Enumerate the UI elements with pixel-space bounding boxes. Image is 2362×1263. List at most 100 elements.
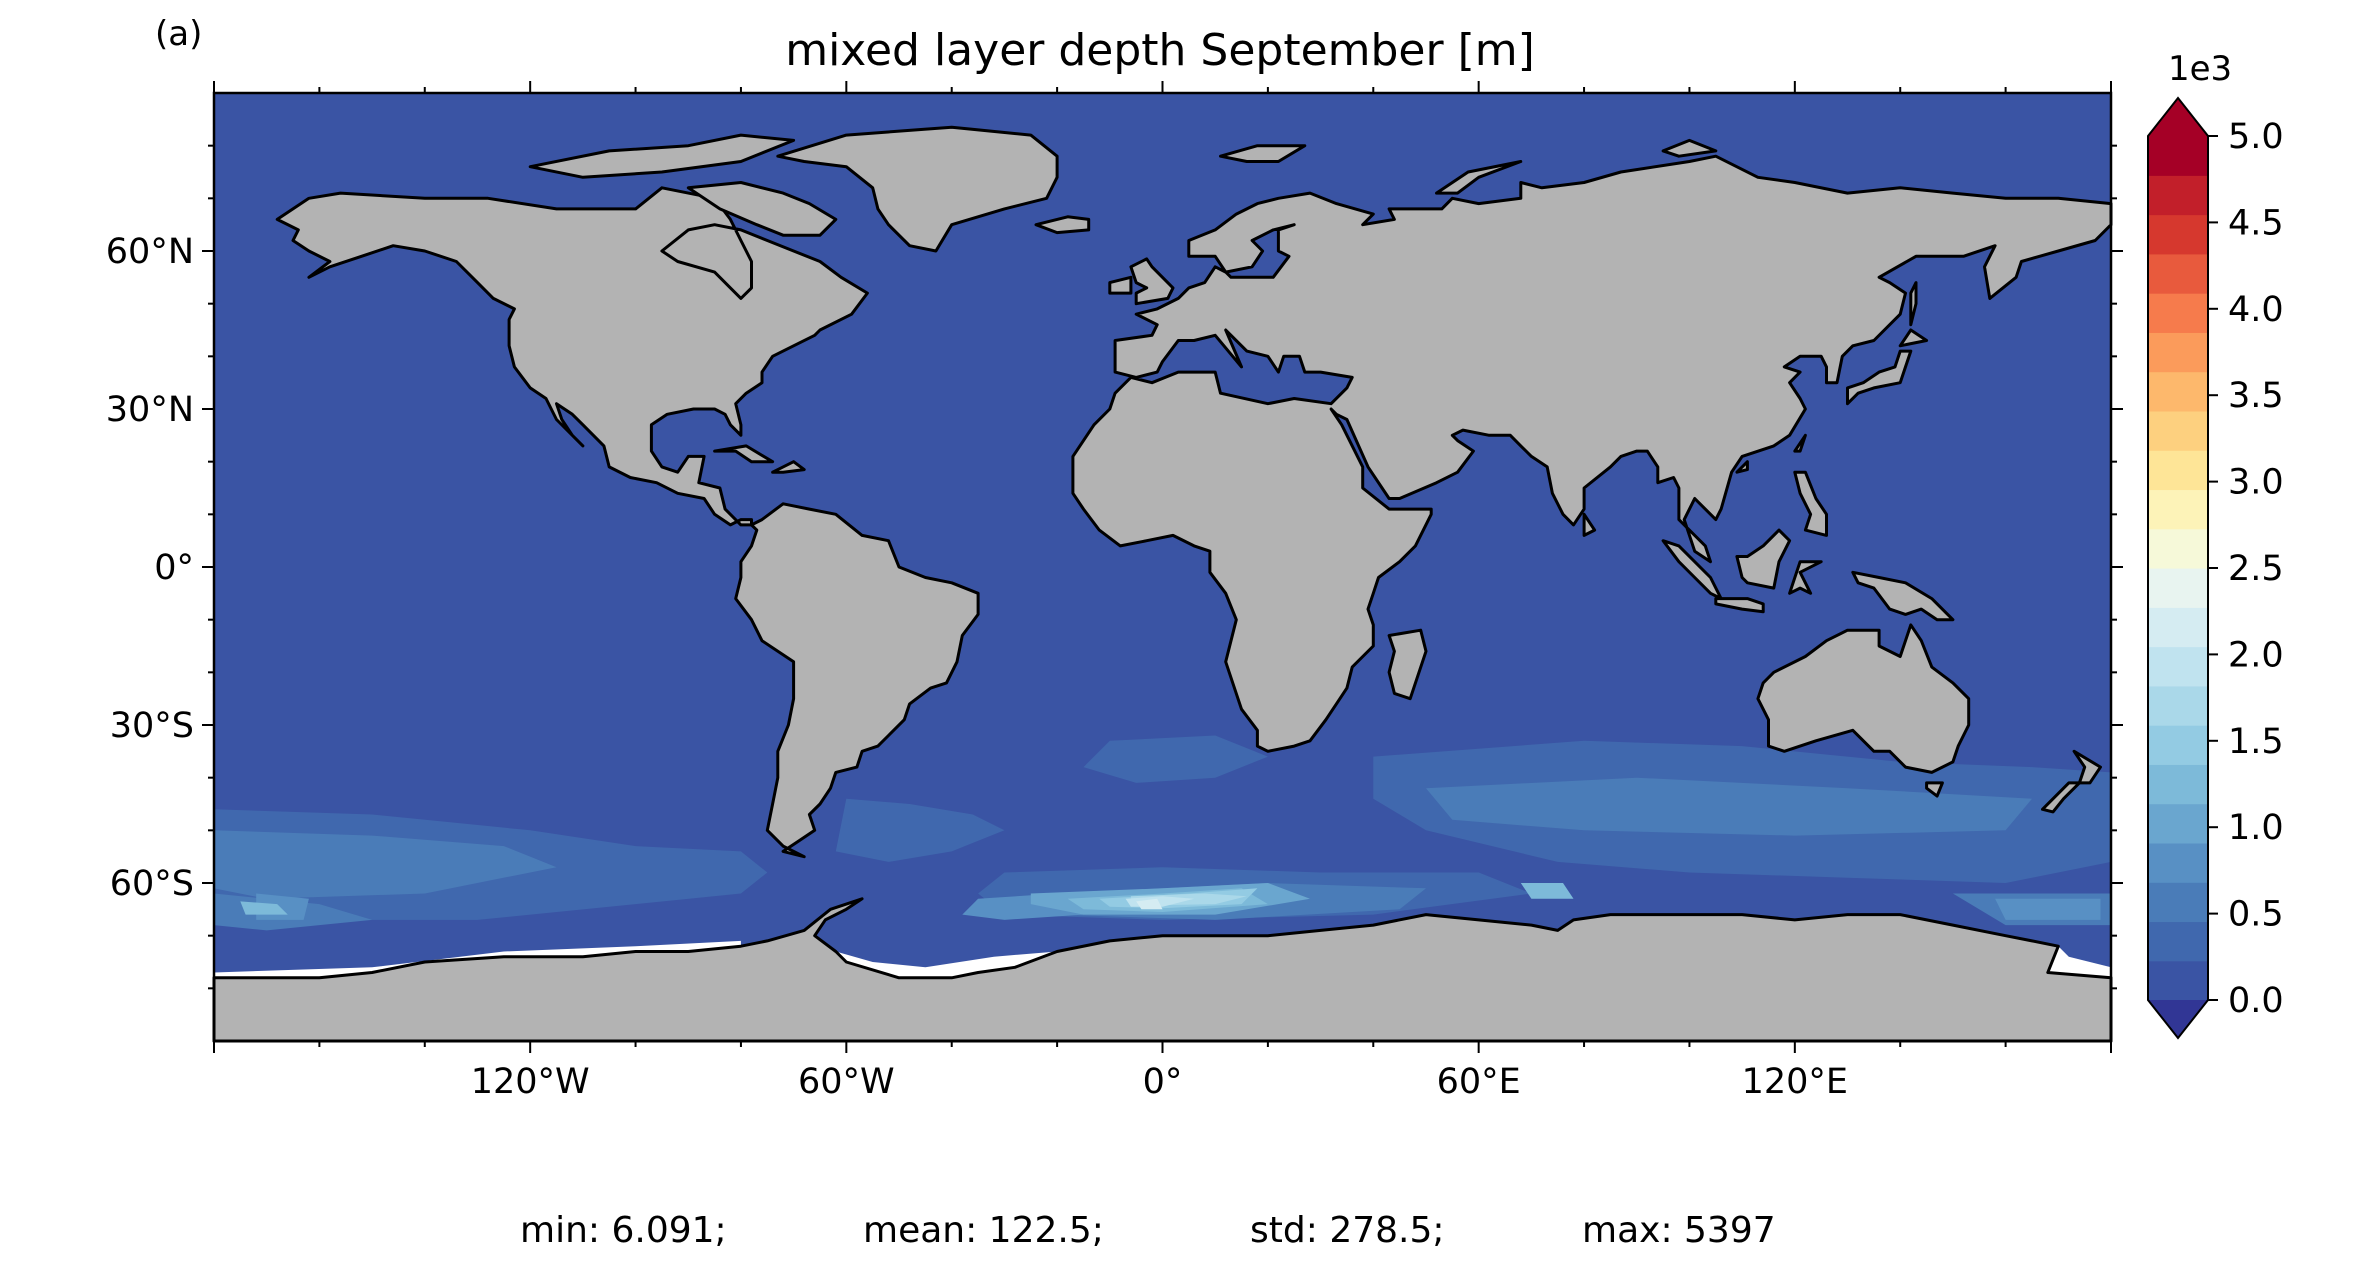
colorbar-swatch: [2148, 371, 2208, 412]
mld-contour-level-3: [1995, 898, 2101, 920]
landmass-ireland: [1108, 275, 1133, 295]
landmass-afro-eurasia: [1071, 154, 2113, 753]
colorbar-swatch: [2148, 803, 2208, 844]
longitude-axis: 120°W 60°W 0° 60°E 120°E: [213, 81, 2112, 1102]
landmass-sumatra: [1661, 539, 1723, 601]
statistics-line: min: 6.091; mean: 122.5; std: 278.5; max…: [520, 1210, 1776, 1251]
colorbar-tick-label: 3.0: [2228, 463, 2284, 503]
colorbar-tick-label: 0.5: [2228, 895, 2284, 935]
lat-tick-label: 30°N: [106, 390, 194, 430]
landmass-cuba: [713, 444, 775, 464]
landmass-japan: [1846, 349, 1913, 406]
lat-tick-label: 60°N: [106, 232, 194, 272]
landmass-australia: [1756, 623, 1971, 774]
landmass-arctic-islands: [528, 133, 796, 179]
landmass-new-zealand-n: [2072, 749, 2102, 785]
landmass-britain: [1129, 257, 1175, 306]
landmass-philippines: [1793, 470, 1828, 537]
landmass-novaya-zemlya: [1435, 160, 1523, 195]
landmass-borneo: [1735, 528, 1792, 590]
mld-contour-level-2: [214, 830, 557, 899]
mixed-layer-depth-field: [214, 735, 2111, 931]
mld-contour-level-2: [1426, 777, 2032, 836]
landmass-south-america: [734, 502, 980, 859]
colorbar-segments: [2148, 136, 2208, 1001]
colorbar-swatch: [2148, 489, 2208, 530]
colorbar-swatch: [2148, 725, 2208, 765]
landmass-severnaya-zemlya: [1661, 138, 1718, 158]
colorbar-multiplier: 1e3: [2168, 49, 2232, 89]
lat-tick-label: 60°S: [110, 864, 194, 904]
lon-tick-label: 120°E: [1742, 1062, 1848, 1102]
landmass-sulawesi: [1788, 560, 1823, 595]
lon-tick-label: 60°W: [798, 1062, 895, 1102]
colorbar-over-triangle: [2148, 98, 2208, 136]
landmass-north-america: [275, 186, 869, 527]
landmass-sakhalin: [1909, 281, 1918, 327]
colorbar-swatch: [2148, 921, 2208, 962]
colorbar-ticks: 0.0 0.5 1.0 1.5 2.0 2.5 3.0 3.5 4.0 4.5 5.0: [2208, 117, 2284, 1021]
lat-tick-label: 0°: [154, 548, 194, 588]
colorbar-tick-label: 3.5: [2228, 376, 2284, 416]
colorbar-tick-label: 1.5: [2228, 722, 2284, 762]
missing-data-patch: [214, 940, 741, 978]
landmass-baffin: [686, 181, 838, 237]
stat-mean: mean: 122.5;: [863, 1210, 1104, 1251]
mld-contour-level-1: [1083, 735, 1268, 783]
colorbar-swatch: [2148, 214, 2208, 255]
land-mask: [212, 125, 2113, 1043]
colorbar-tick-label: 4.0: [2228, 290, 2284, 330]
lon-tick-label: 60°E: [1437, 1062, 1521, 1102]
mld-contour-level-5: [1520, 883, 1574, 899]
landmass-iceland: [1034, 215, 1091, 235]
colorbar-swatch: [2148, 410, 2208, 451]
missing-data-areas: [214, 356, 2111, 978]
colorbar-swatch: [2148, 136, 2208, 176]
landmass-java: [1714, 597, 1765, 614]
colorbar-swatch: [2148, 528, 2208, 569]
lon-tick-label: 0°: [1143, 1062, 1183, 1102]
lon-tick-label: 120°W: [471, 1062, 590, 1102]
colorbar-swatch: [2148, 450, 2208, 491]
landmass-tasmania: [1925, 781, 1944, 798]
colorbar-swatch: [2148, 960, 2208, 1001]
colorbar-swatch: [2148, 607, 2208, 648]
colorbar-swatch: [2148, 764, 2208, 805]
landmass-svalbard: [1219, 144, 1307, 163]
landmass-new-guinea: [1851, 570, 1955, 622]
colorbar-tick-label: 2.0: [2228, 635, 2284, 675]
colorbar-swatch: [2148, 646, 2208, 687]
landmass-antarctica: [212, 897, 2113, 1043]
colorbar-swatch: [2148, 882, 2208, 923]
colorbar-swatch: [2148, 293, 2208, 333]
stat-std: std: 278.5;: [1250, 1210, 1445, 1251]
mld-contour-level-1: [835, 798, 1005, 862]
colorbar-tick-label: 0.0: [2228, 981, 2284, 1021]
colorbar-tick-label: 5.0: [2228, 117, 2284, 157]
mld-contour-level-9: [1136, 898, 1163, 910]
landmass-sri-lanka: [1582, 512, 1597, 537]
landmass-hokkaido: [1898, 328, 1929, 348]
missing-data-patch: [835, 951, 1058, 978]
colorbar: 1e3 0.0 0.5 1.0 1.5 2.0 2.5 3.0 3.5 4.0 4.5 5.0: [2147, 49, 2284, 1040]
colorbar-swatch: [2148, 253, 2208, 294]
colorbar-tick-label: 4.5: [2228, 203, 2284, 243]
panel-label: (a): [155, 14, 202, 54]
lat-tick-label: 30°S: [110, 706, 194, 746]
map-title: mixed layer depth September [m]: [785, 25, 1535, 76]
colorbar-under-triangle: [2148, 1000, 2208, 1038]
missing-data-patch: [2047, 946, 2111, 978]
landmass-hainan: [1735, 460, 1749, 474]
latitude-axis: 60°N 30°N 0° 30°S 60°S: [106, 144, 2123, 990]
mld-contour-level-5: [240, 901, 288, 915]
colorbar-swatch: [2148, 685, 2208, 726]
colorbar-swatch: [2148, 332, 2208, 373]
colorbar-swatch: [2148, 842, 2208, 883]
landmass-greenland: [776, 125, 1059, 253]
stat-max: max: 5397: [1582, 1210, 1776, 1251]
colorbar-tick-label: 1.0: [2228, 808, 2284, 848]
landmass-madagascar: [1387, 628, 1428, 701]
landmass-hispaniola: [771, 460, 806, 474]
colorbar-swatch: [2148, 568, 2208, 608]
